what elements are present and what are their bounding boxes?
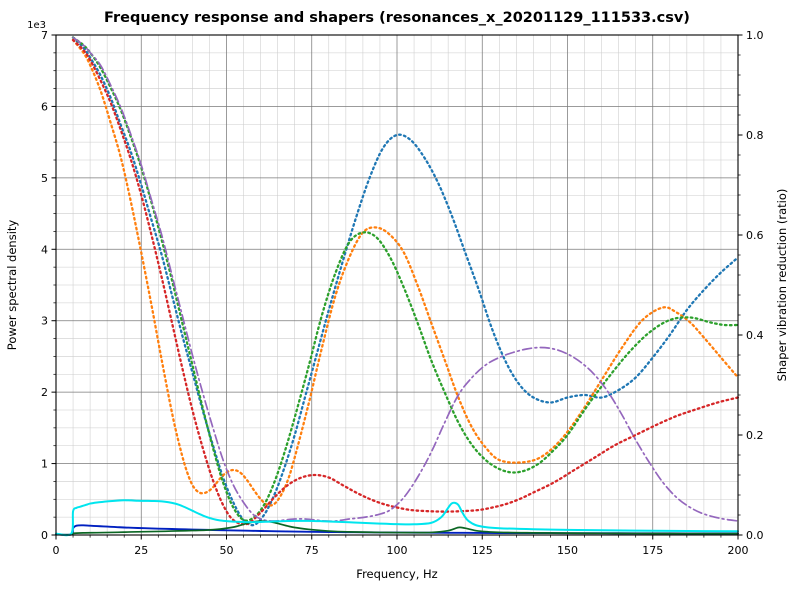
y-tick-label: 3 xyxy=(41,315,48,328)
plot-curves-group xyxy=(55,36,740,537)
y-tick-label: 7 xyxy=(41,29,48,42)
x-tick-label: 0 xyxy=(53,544,60,557)
x-tick-label: 25 xyxy=(134,544,148,557)
x-axis-label: Frequency, Hz xyxy=(356,567,437,581)
y-tick-label: 0 xyxy=(41,529,48,542)
shaper-curve-mzv xyxy=(71,38,740,507)
right-y-tick-label: 0.2 xyxy=(746,429,764,442)
x-tick-label: 100 xyxy=(387,544,408,557)
y-axis-ticks: 0 1 2 3 4 5 6 7 xyxy=(41,29,56,542)
x-tick-label: 175 xyxy=(642,544,663,557)
x-tick-label: 150 xyxy=(557,544,578,557)
x-tick-label: 50 xyxy=(220,544,234,557)
y-tick-label: 2 xyxy=(41,386,48,399)
right-y-axis-ticks: 0.0 0.2 0.4 0.6 0.8 1.0 xyxy=(738,29,764,542)
y-tick-label: 4 xyxy=(41,243,48,256)
right-y-tick-label: 0.8 xyxy=(746,129,764,142)
y-axis-label: Power spectral density xyxy=(5,220,19,351)
right-y-tick-label: 0.6 xyxy=(746,229,764,242)
shaper-curve-ei xyxy=(71,36,740,522)
y-axis-exponent-label: 1e3 xyxy=(27,20,46,31)
psd-curve-y xyxy=(55,520,739,536)
x-tick-label: 75 xyxy=(305,544,319,557)
right-y-tick-label: 0.4 xyxy=(746,329,764,342)
right-y-tick-label: 0.0 xyxy=(746,529,764,542)
page-title: Frequency response and shapers (resonanc… xyxy=(104,10,690,26)
shaper-curve-zv xyxy=(71,36,740,527)
psd-curve-after-shaper xyxy=(55,499,739,537)
right-y-tick-label: 1.0 xyxy=(746,29,764,42)
x-tick-label: 200 xyxy=(728,544,749,557)
y-tick-label: 1 xyxy=(41,458,48,471)
x-tick-label: 125 xyxy=(472,544,493,557)
shaper-curve-3hump_ei xyxy=(72,36,739,523)
y-tick-label: 6 xyxy=(41,100,48,113)
right-y-axis-label: Shaper vibration reduction (ratio) xyxy=(775,189,789,382)
x-axis-ticks: 0 25 50 75 100 125 150 175 200 xyxy=(53,535,749,557)
y-tick-label: 5 xyxy=(41,172,48,185)
shaper-curve-2hump_ei xyxy=(71,38,740,526)
